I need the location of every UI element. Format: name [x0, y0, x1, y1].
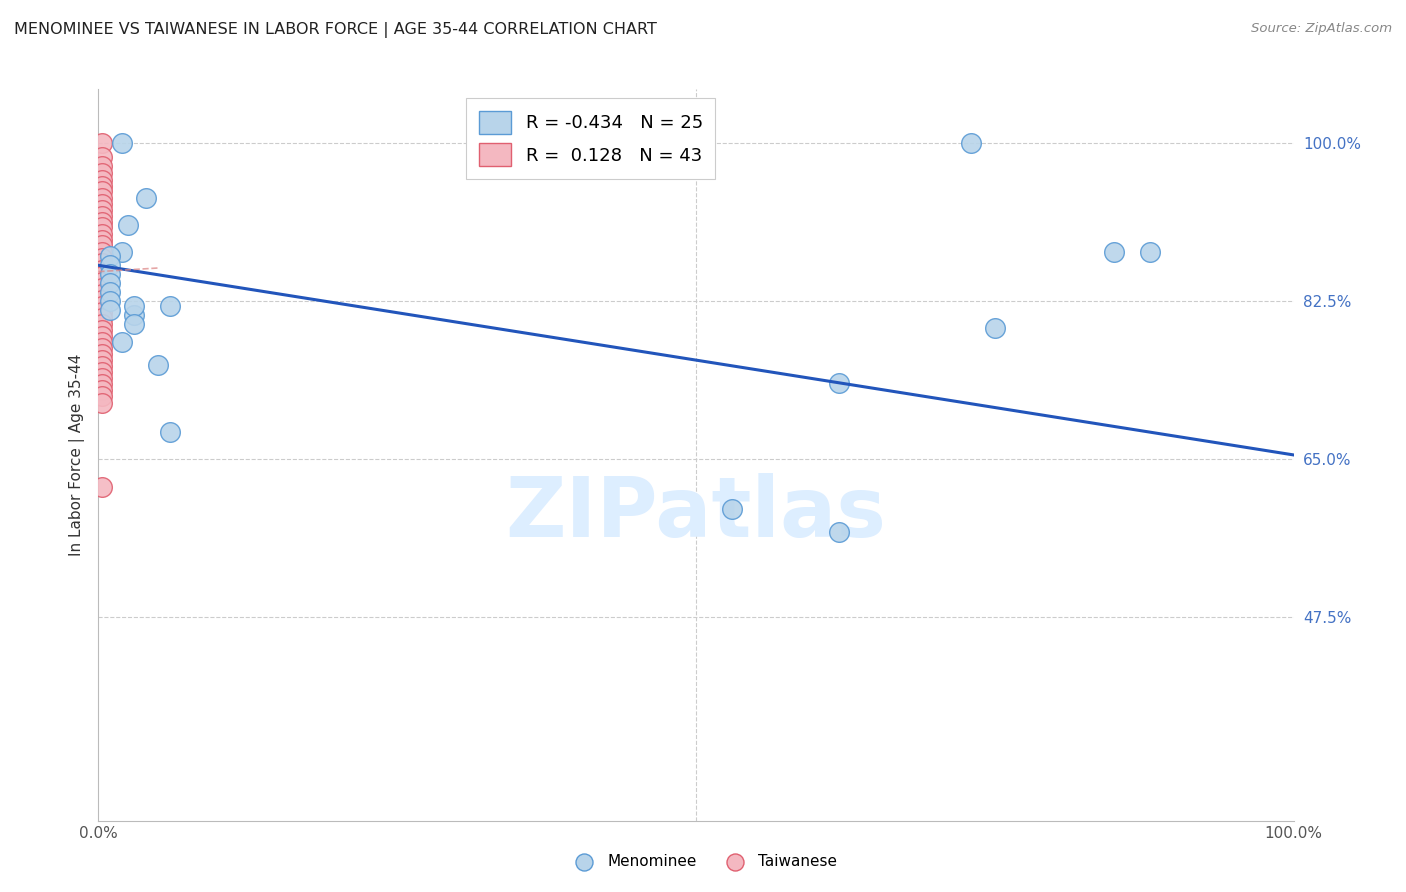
- Point: [91, 233, 114, 247]
- Point: [984, 321, 1007, 335]
- Point: [91, 334, 114, 349]
- Point: [91, 178, 114, 193]
- Point: [91, 305, 114, 319]
- Point: [91, 395, 114, 409]
- Y-axis label: In Labor Force | Age 35-44: In Labor Force | Age 35-44: [69, 354, 84, 556]
- Point: [91, 244, 114, 259]
- Point: [91, 136, 114, 151]
- Point: [828, 376, 851, 390]
- Point: [721, 502, 744, 516]
- Point: [159, 299, 181, 313]
- Point: [91, 323, 114, 337]
- Point: [91, 159, 114, 173]
- Point: [91, 203, 114, 218]
- Point: [117, 218, 139, 232]
- Point: [91, 166, 114, 180]
- Point: [98, 277, 122, 291]
- Legend: R = -0.434   N = 25, R =  0.128   N = 43: R = -0.434 N = 25, R = 0.128 N = 43: [465, 98, 716, 179]
- Point: [98, 285, 122, 300]
- Point: [91, 328, 114, 343]
- Point: [91, 275, 114, 289]
- Point: [91, 220, 114, 235]
- Legend: Menominee, Taiwanese: Menominee, Taiwanese: [562, 848, 844, 875]
- Point: [148, 358, 170, 372]
- Point: [98, 249, 122, 263]
- Point: [91, 310, 114, 325]
- Point: [91, 479, 114, 493]
- Point: [91, 371, 114, 385]
- Point: [91, 197, 114, 211]
- Point: [159, 425, 181, 440]
- Point: [124, 308, 146, 322]
- Point: [91, 172, 114, 186]
- Point: [1139, 244, 1161, 259]
- Point: [91, 389, 114, 403]
- Point: [91, 359, 114, 374]
- Point: [91, 383, 114, 397]
- Point: [98, 294, 122, 309]
- Point: [124, 317, 146, 331]
- Point: [124, 299, 146, 313]
- Point: [91, 377, 114, 392]
- Point: [91, 150, 114, 164]
- Point: [98, 268, 122, 282]
- Point: [91, 269, 114, 284]
- Point: [91, 238, 114, 252]
- Point: [111, 136, 134, 151]
- Point: [91, 215, 114, 229]
- Point: [1102, 244, 1125, 259]
- Point: [91, 262, 114, 277]
- Text: ZIPatlas: ZIPatlas: [506, 473, 886, 554]
- Point: [98, 303, 122, 318]
- Point: [91, 317, 114, 331]
- Point: [91, 281, 114, 295]
- Point: [91, 353, 114, 368]
- Point: [98, 258, 122, 272]
- Point: [91, 342, 114, 356]
- Text: MENOMINEE VS TAIWANESE IN LABOR FORCE | AGE 35-44 CORRELATION CHART: MENOMINEE VS TAIWANESE IN LABOR FORCE | …: [14, 22, 657, 38]
- Point: [91, 293, 114, 307]
- Point: [959, 136, 981, 151]
- Point: [91, 209, 114, 223]
- Point: [91, 347, 114, 361]
- Point: [91, 190, 114, 204]
- Point: [828, 524, 851, 539]
- Point: [91, 299, 114, 313]
- Point: [111, 244, 134, 259]
- Point: [111, 334, 134, 349]
- Point: [91, 256, 114, 270]
- Point: [91, 365, 114, 379]
- Point: [135, 190, 157, 204]
- Point: [91, 184, 114, 198]
- Point: [91, 227, 114, 241]
- Point: [91, 287, 114, 301]
- Point: [91, 251, 114, 265]
- Text: Source: ZipAtlas.com: Source: ZipAtlas.com: [1251, 22, 1392, 36]
